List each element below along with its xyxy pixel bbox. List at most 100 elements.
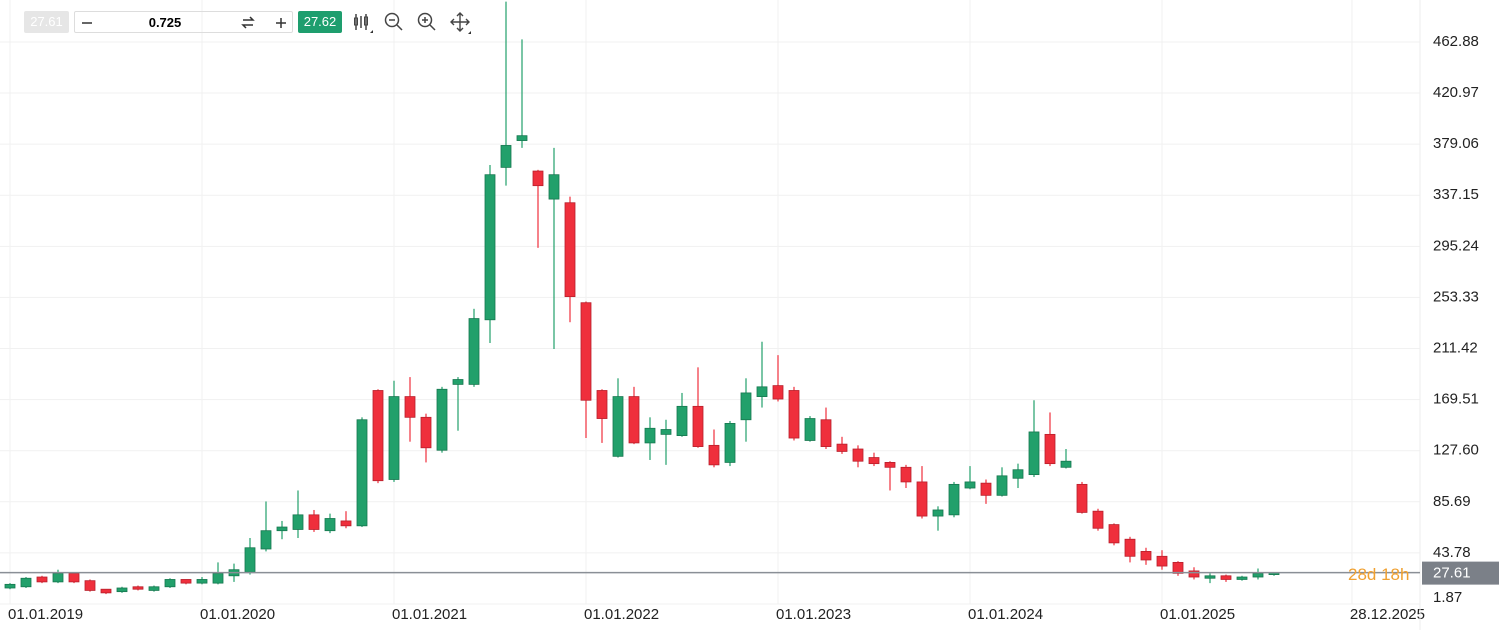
candle-body [20, 577, 32, 588]
candle [628, 386, 640, 445]
x-tick-label: 01.01.2024 [968, 606, 1043, 623]
y-tick-label: 127.60 [1433, 442, 1479, 459]
candle-body [660, 429, 672, 435]
candle [1124, 536, 1136, 563]
candle [676, 392, 688, 437]
quantity-value[interactable]: 0.725 [148, 15, 182, 30]
candle-body [1204, 575, 1216, 579]
candle [500, 1, 512, 186]
candle [340, 511, 352, 529]
candle-body [852, 448, 864, 462]
candle-body [948, 483, 960, 516]
candle-body [916, 481, 928, 517]
pan-icon[interactable] [449, 11, 473, 35]
candle-body [180, 579, 192, 584]
candle-body [676, 405, 688, 436]
candle [1204, 573, 1216, 584]
candle-body [580, 302, 592, 401]
candle [532, 169, 544, 248]
candle-body [996, 475, 1008, 496]
swap-icon[interactable] [241, 16, 255, 29]
candle-body [932, 509, 944, 517]
x-tick-label: 01.01.2023 [776, 606, 851, 623]
candle [484, 164, 496, 343]
candle-body [1076, 483, 1088, 513]
candle [260, 501, 272, 552]
decrease-button[interactable] [81, 17, 93, 29]
candle [1012, 463, 1024, 489]
candle [1140, 547, 1152, 565]
y-tick-label: 462.88 [1433, 33, 1479, 50]
candle [68, 572, 80, 584]
candle-body [772, 385, 784, 400]
candle-body [356, 419, 368, 527]
candle-body [1124, 538, 1136, 557]
candle-body [52, 572, 64, 583]
sell-price[interactable]: 27.61 [24, 11, 69, 33]
candle [1156, 550, 1168, 570]
candle-body [532, 170, 544, 187]
candle-body [36, 576, 48, 583]
candle [196, 577, 208, 585]
candle-body [788, 390, 800, 439]
candle-body [260, 530, 272, 550]
candle [1092, 508, 1104, 531]
zoom-out-icon[interactable] [383, 11, 405, 33]
countdown: 28d 18h [1348, 565, 1409, 584]
candle-body [740, 392, 752, 421]
candle [836, 436, 848, 454]
increase-button[interactable] [275, 17, 287, 29]
candle [132, 585, 144, 591]
x-tick-label: 01.01.2020 [200, 606, 275, 623]
quantity-field[interactable]: 0.725 [74, 11, 293, 33]
candle-body [276, 526, 288, 532]
candle [708, 429, 720, 468]
candle-body [868, 457, 880, 465]
candle-body [692, 405, 704, 447]
candle [644, 417, 656, 460]
zoom-in-icon[interactable] [416, 11, 438, 33]
buy-price[interactable]: 27.62 [298, 11, 342, 33]
candle [1220, 574, 1232, 582]
candle-body [1012, 469, 1024, 479]
candle-body [340, 520, 352, 527]
candle [164, 578, 176, 588]
candle [740, 378, 752, 442]
candle-body [548, 174, 560, 200]
candle [324, 513, 336, 534]
candle-body [964, 481, 976, 489]
x-tick-label: 01.01.2021 [392, 606, 467, 623]
candle [852, 445, 864, 468]
candle [884, 461, 896, 491]
candle [388, 380, 400, 482]
candle-body [884, 462, 896, 468]
candle-body [1108, 524, 1120, 544]
candle-body [596, 390, 608, 419]
candle [1108, 523, 1120, 546]
chart-type-icon[interactable] [352, 11, 374, 35]
candle [996, 467, 1008, 497]
candle-body [468, 318, 480, 385]
candle-body [1092, 510, 1104, 529]
candle-body [1140, 551, 1152, 561]
candle-body [84, 580, 96, 591]
candle-body [308, 514, 320, 530]
candle [548, 147, 560, 350]
candle [1076, 481, 1088, 514]
y-tick-label: 1.87 [1433, 589, 1462, 606]
last-price-label: 27.61 [1433, 565, 1471, 582]
candle-body [324, 518, 336, 532]
candle-body [164, 579, 176, 588]
y-tick-label: 337.15 [1433, 186, 1479, 203]
candle-body [1156, 555, 1168, 567]
candle-body [516, 135, 528, 141]
candle [452, 377, 464, 431]
y-tick-label: 43.78 [1433, 544, 1471, 561]
candle-body [836, 443, 848, 452]
candle [916, 466, 928, 519]
candle [692, 367, 704, 448]
candle-body [212, 572, 224, 584]
candle [52, 569, 64, 584]
